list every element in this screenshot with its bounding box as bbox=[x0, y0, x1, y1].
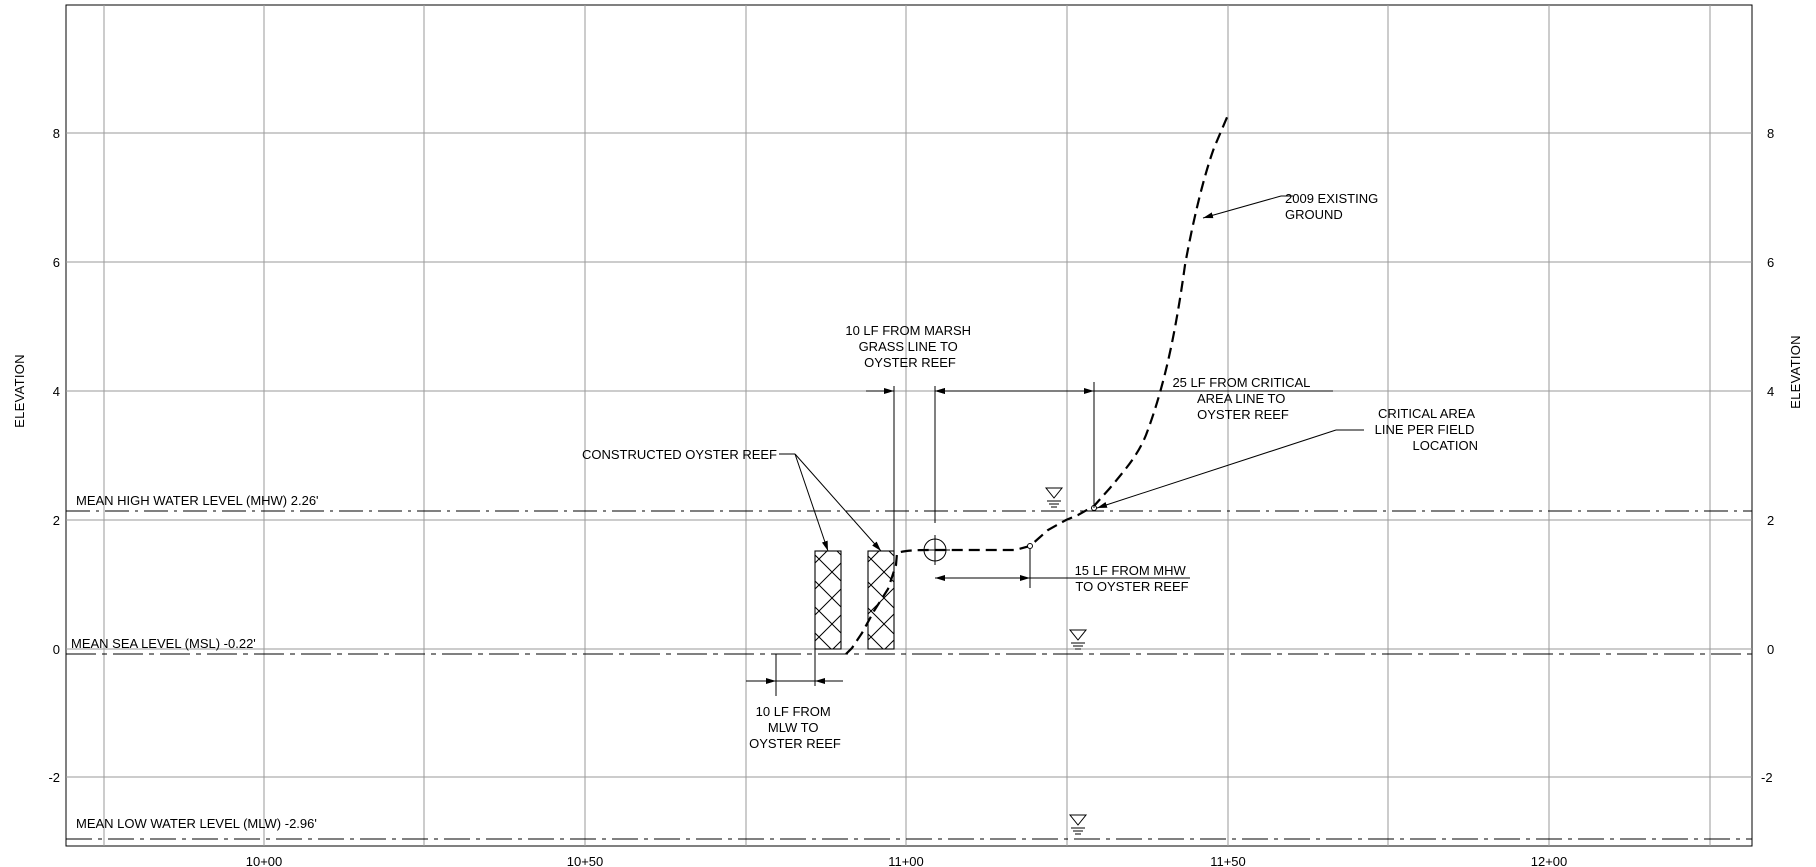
mhw-dim-text: TO OYSTER REEF bbox=[1075, 579, 1188, 594]
x-tick-label: 11+50 bbox=[1210, 854, 1246, 867]
mhw-dim-label: 15 LF FROM MHW TO OYSTER REEF bbox=[1075, 563, 1190, 594]
y-tick-label: -2 bbox=[1761, 770, 1773, 785]
survey-point-symbol bbox=[920, 535, 950, 565]
mhw-water-symbol bbox=[1044, 487, 1064, 508]
ground-point-marker bbox=[1027, 543, 1033, 549]
y-tick-label: 0 bbox=[53, 642, 60, 657]
y-tick-labels-left: 8 6 4 2 0 -2 bbox=[48, 126, 60, 785]
mhw-dim-text: 15 LF FROM MHW bbox=[1075, 563, 1187, 578]
marsh-grass-text: GRASS LINE TO bbox=[859, 339, 958, 354]
mhw-label: MEAN HIGH WATER LEVEL (MHW) 2.26' bbox=[76, 493, 319, 508]
msl-water-symbol bbox=[1068, 629, 1088, 650]
y-tick-label: 2 bbox=[53, 513, 60, 528]
y-tick-label: -2 bbox=[48, 770, 60, 785]
y-tick-label: 0 bbox=[1767, 642, 1774, 657]
mlw-label: MEAN LOW WATER LEVEL (MLW) -2.96' bbox=[76, 816, 317, 831]
marsh-grass-text: 10 LF FROM MARSH bbox=[845, 323, 971, 338]
oyster-reef-left bbox=[814, 550, 842, 650]
x-tick-label: 12+00 bbox=[1531, 854, 1568, 867]
existing-ground-text: 2009 EXISTING bbox=[1285, 191, 1378, 206]
constructed-reef-label: CONSTRUCTED OYSTER REEF bbox=[582, 447, 777, 462]
existing-ground-label: 2009 EXISTING GROUND bbox=[1285, 191, 1382, 222]
critical-area-line-text: LOCATION bbox=[1413, 438, 1479, 453]
mlw-water-symbol bbox=[1068, 814, 1088, 835]
existing-ground-text: GROUND bbox=[1285, 207, 1343, 222]
x-tick-label: 10+50 bbox=[567, 854, 604, 867]
reef-leader-right bbox=[794, 453, 882, 552]
left-axis-title: ELEVATION bbox=[12, 354, 27, 428]
marsh-grass-label: 10 LF FROM MARSH GRASS LINE TO OYSTER RE… bbox=[845, 323, 974, 370]
x-tick-label: 10+00 bbox=[246, 854, 283, 867]
y-tick-label: 8 bbox=[1767, 126, 1774, 141]
existing-ground-line bbox=[845, 114, 1230, 655]
critical-area-dim-label: 25 LF FROM CRITICAL AREA LINE TO OYSTER … bbox=[1172, 375, 1313, 422]
reef-leader-left bbox=[794, 453, 829, 552]
mlw-dim-text: 10 LF FROM bbox=[756, 704, 831, 719]
y-tick-label: 4 bbox=[1767, 384, 1774, 399]
critical-area-line-text: LINE PER FIELD bbox=[1375, 422, 1475, 437]
mlw-dim-text: OYSTER REEF bbox=[749, 736, 841, 751]
critical-area-dim-text: AREA LINE TO bbox=[1197, 391, 1285, 406]
oyster-reef-right bbox=[867, 550, 895, 650]
right-axis-title: ELEVATION bbox=[1788, 335, 1803, 409]
x-tick-labels: 10+00 10+50 11+00 11+50 12+00 bbox=[246, 854, 1568, 867]
critical-area-line-label: CRITICAL AREA LINE PER FIELD LOCATION bbox=[1375, 406, 1478, 453]
y-tick-label: 4 bbox=[53, 384, 60, 399]
y-tick-label: 6 bbox=[1767, 255, 1774, 270]
y-tick-label: 2 bbox=[1767, 513, 1774, 528]
plot-frame bbox=[65, 4, 1753, 847]
critical-area-leader bbox=[1096, 429, 1337, 509]
msl-label: MEAN SEA LEVEL (MSL) -0.22' bbox=[71, 636, 256, 651]
mlw-dim-label: 10 LF FROM MLW TO OYSTER REEF bbox=[749, 704, 841, 751]
mlw-dim-text: MLW TO bbox=[768, 720, 819, 735]
critical-area-line-text: CRITICAL AREA bbox=[1378, 406, 1475, 421]
existing-ground-leader bbox=[1202, 195, 1282, 219]
x-tick-label: 11+00 bbox=[888, 854, 924, 867]
critical-area-dim-text: 25 LF FROM CRITICAL bbox=[1172, 375, 1310, 390]
grid bbox=[66, 5, 1752, 846]
critical-area-dim-text: OYSTER REEF bbox=[1197, 407, 1289, 422]
marsh-grass-text: OYSTER REEF bbox=[864, 355, 956, 370]
y-tick-labels-right: 8 6 4 2 0 -2 bbox=[1761, 126, 1774, 785]
y-tick-label: 6 bbox=[53, 255, 60, 270]
y-tick-label: 8 bbox=[53, 126, 60, 141]
